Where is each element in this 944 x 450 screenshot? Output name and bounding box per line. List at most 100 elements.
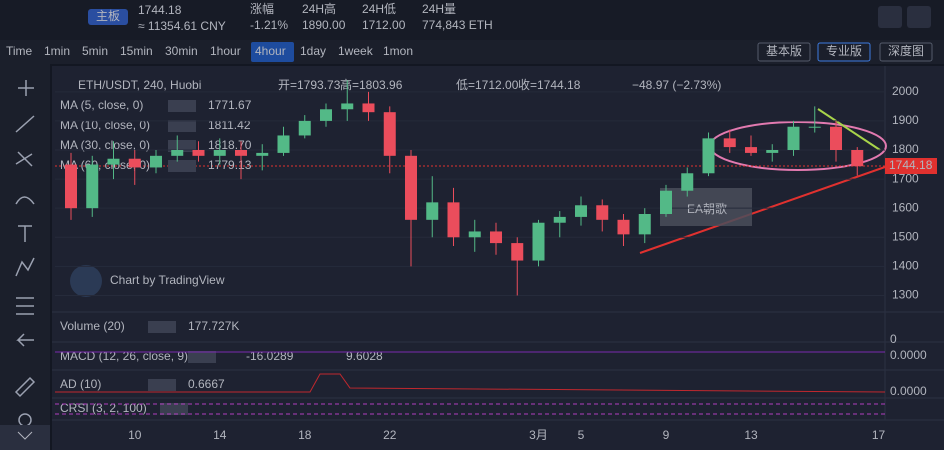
candle-body: [298, 120, 311, 136]
candle-body: [86, 164, 99, 209]
trend-line: [639, 166, 886, 254]
candle-body: [235, 150, 247, 156]
y-tick-label: 2000: [892, 84, 919, 98]
candle-body: [723, 138, 736, 148]
candle-body: [787, 126, 800, 150]
ohlc-open: 开=1793.73: [278, 78, 341, 92]
tool-icons: [14, 80, 36, 427]
candle-body: [702, 138, 715, 174]
candle-body: [128, 158, 141, 168]
mode-label: 深度图: [888, 43, 924, 58]
stat-label: 24H低: [362, 2, 396, 16]
candle-body: [830, 126, 842, 150]
candle-body: [511, 243, 524, 261]
pane-dividers: [52, 66, 944, 421]
interval-button[interactable]: 15min: [120, 44, 153, 58]
pane-button[interactable]: [148, 379, 176, 391]
pane-value: -16.0289: [246, 349, 294, 363]
y-tick-label: 1600: [892, 200, 919, 214]
indicator-button[interactable]: [168, 160, 196, 172]
indicator-button[interactable]: [168, 140, 196, 152]
stat-value: 774,843 ETH: [422, 18, 493, 32]
interval-button[interactable]: Time: [6, 44, 33, 58]
y-tick-label: 1700: [892, 171, 919, 185]
cny: ≈ 11354.61 CNY: [138, 19, 226, 33]
interval-button[interactable]: 1day: [300, 44, 326, 58]
interval-button[interactable]: 1min: [44, 44, 70, 58]
x-tick-label: 17: [872, 428, 886, 442]
candle-body: [65, 164, 77, 209]
symbol: ETH/USDT, 240, Huobi: [78, 78, 201, 92]
stat-value: 1712.00: [362, 18, 406, 32]
collapse-button[interactable]: [0, 425, 50, 450]
x-tick-label: 9: [663, 428, 670, 442]
stat-value: 1890.00: [302, 18, 346, 32]
x-tick-label: 5: [578, 428, 585, 442]
candle-body: [150, 155, 162, 168]
candle-body: [532, 222, 545, 261]
mode-label: 专业版: [826, 43, 862, 58]
candle-body: [553, 216, 566, 223]
badge: 主板: [96, 9, 120, 23]
indicator-button[interactable]: [168, 120, 196, 132]
pane-button[interactable]: [160, 403, 188, 415]
x-tick-label: 22: [383, 428, 397, 442]
candle-body: [362, 103, 375, 113]
stat-label: 24H量: [422, 2, 456, 16]
candle-body: [405, 155, 417, 220]
candle-body: [617, 219, 630, 235]
candle-body: [171, 150, 184, 156]
ohlc-high: 高=1803.96: [340, 77, 403, 92]
interval-button[interactable]: 1week: [338, 44, 374, 58]
candle-body: [490, 231, 502, 244]
pane-name: CRSI (3, 2, 100): [60, 401, 147, 415]
candle-body: [766, 150, 779, 153]
candle-body: [213, 150, 226, 156]
mode-button[interactable]: [817, 42, 871, 62]
candle-body: [808, 126, 821, 128]
x-tick-label: 10: [128, 428, 142, 442]
candle-body: [596, 205, 609, 220]
x-tick-label: 18: [298, 428, 312, 442]
last-price: 1744.18: [889, 158, 933, 172]
y-tick-label: 1900: [892, 113, 919, 127]
trend-line: [817, 108, 881, 151]
pane-name: AD (10): [60, 377, 101, 391]
pane-name: Volume (20): [60, 319, 125, 333]
interval-button[interactable]: 1mon: [383, 44, 413, 58]
mode-button[interactable]: [757, 42, 811, 62]
interval-button[interactable]: 30min: [165, 44, 198, 58]
y-tick-label: 1300: [892, 288, 919, 302]
candle-body: [341, 103, 354, 110]
interval-button[interactable]: 4hour: [255, 44, 286, 58]
indicator-value: 1779.13: [208, 158, 252, 172]
pane-value: 9.6028: [346, 349, 383, 363]
x-tick-label: 14: [213, 428, 227, 442]
candle-body: [277, 135, 290, 153]
candle-body: [660, 190, 672, 214]
y-tick-label: 1800: [892, 142, 919, 156]
pane-button[interactable]: [188, 351, 216, 363]
pane-button[interactable]: [148, 321, 176, 333]
ohlc-low: 低=1712.00: [456, 78, 519, 92]
indicator-name: MA (30, close, 0): [60, 138, 150, 152]
interval-button[interactable]: 5min: [82, 44, 108, 58]
candle-body: [681, 173, 694, 191]
indicator-value: 1811.42: [208, 118, 251, 132]
indicator-name: MA (60, close, 0): [60, 158, 150, 172]
pane-name: MACD (12, 26, close, 9): [60, 349, 188, 363]
tv-logo: [70, 265, 102, 297]
mode-button[interactable]: [879, 42, 933, 62]
interval-button[interactable]: 1hour: [210, 44, 241, 58]
ad-line: [55, 373, 886, 393]
pane-axis: 0.0000: [890, 348, 927, 362]
watermark: Chart by TradingView: [110, 273, 225, 287]
pane-axis: 0: [890, 332, 897, 346]
mode-label: 基本版: [766, 44, 802, 58]
ohlc-change: −48.97 (−2.73%): [632, 78, 721, 92]
crsi-bands: [55, 403, 885, 415]
indicator-button[interactable]: [168, 100, 196, 112]
stat-value: -1.21%: [250, 18, 288, 32]
candle-body: [851, 150, 864, 167]
